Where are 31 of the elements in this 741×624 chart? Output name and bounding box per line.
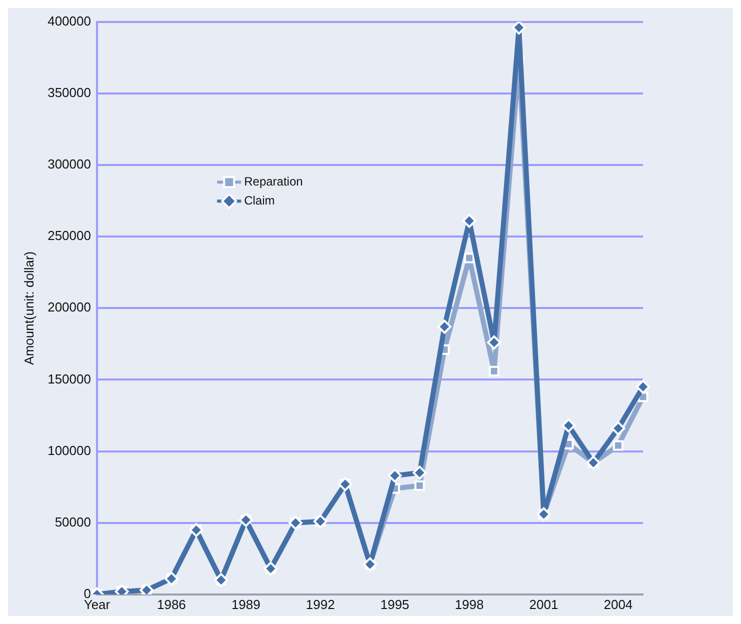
x-tick-label: 1995 [380, 596, 410, 612]
legend-label: Reparation [244, 174, 303, 188]
y-tick-label: 350000 [48, 84, 91, 100]
point [487, 335, 502, 350]
x-tick-label: 2001 [529, 596, 558, 612]
y-tick-label: 250000 [48, 228, 91, 244]
x-tick-label: 1986 [156, 596, 186, 612]
point [636, 380, 650, 394]
point [412, 466, 427, 480]
y-tick-label: 150000 [48, 371, 91, 386]
legend-label: Claim [244, 193, 275, 208]
y-tick-label: 50000 [54, 514, 91, 530]
x-tick-label: 1998 [454, 596, 484, 612]
y-tick-label: 400000 [48, 13, 91, 28]
point [414, 480, 425, 491]
x-tick-label: 1989 [231, 596, 260, 612]
x-tick-label: 1992 [306, 596, 335, 612]
point [611, 421, 626, 436]
point [462, 214, 476, 228]
point [437, 320, 452, 334]
point [464, 252, 475, 264]
y-tick-label: 100000 [48, 442, 91, 458]
point [612, 440, 624, 451]
point [512, 22, 526, 35]
y-tick-label: 300000 [48, 156, 91, 172]
point [388, 468, 402, 483]
x-tick-label: 2004 [604, 596, 633, 612]
point [562, 418, 576, 432]
y-tick-label: 200000 [48, 300, 91, 315]
y-axis-title: Amount(unit: dollar) [21, 251, 36, 365]
point [488, 366, 500, 376]
